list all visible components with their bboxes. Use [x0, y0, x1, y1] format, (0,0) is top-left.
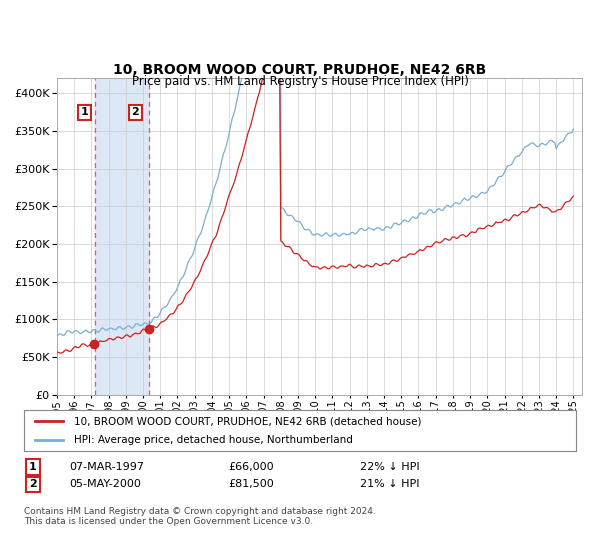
Text: £66,000: £66,000	[228, 462, 274, 472]
Text: £81,500: £81,500	[228, 479, 274, 489]
Text: 07-MAR-1997: 07-MAR-1997	[69, 462, 144, 472]
Text: Price paid vs. HM Land Registry's House Price Index (HPI): Price paid vs. HM Land Registry's House …	[131, 74, 469, 88]
Text: 2: 2	[29, 479, 37, 489]
Text: 10, BROOM WOOD COURT, PRUDHOE, NE42 6RB (detached house): 10, BROOM WOOD COURT, PRUDHOE, NE42 6RB …	[74, 417, 421, 426]
Text: HPI: Average price, detached house, Northumberland: HPI: Average price, detached house, Nort…	[74, 435, 353, 445]
Text: 1: 1	[29, 462, 37, 472]
Text: 10, BROOM WOOD COURT, PRUDHOE, NE42 6RB: 10, BROOM WOOD COURT, PRUDHOE, NE42 6RB	[113, 63, 487, 77]
Text: 21% ↓ HPI: 21% ↓ HPI	[360, 479, 419, 489]
Text: 2: 2	[131, 108, 139, 117]
Text: 22% ↓ HPI: 22% ↓ HPI	[360, 462, 419, 472]
Text: 1: 1	[80, 108, 88, 117]
Text: 05-MAY-2000: 05-MAY-2000	[69, 479, 141, 489]
Bar	[95, 78, 149, 395]
Text: Contains HM Land Registry data © Crown copyright and database right 2024.
This d: Contains HM Land Registry data © Crown c…	[24, 507, 376, 526]
